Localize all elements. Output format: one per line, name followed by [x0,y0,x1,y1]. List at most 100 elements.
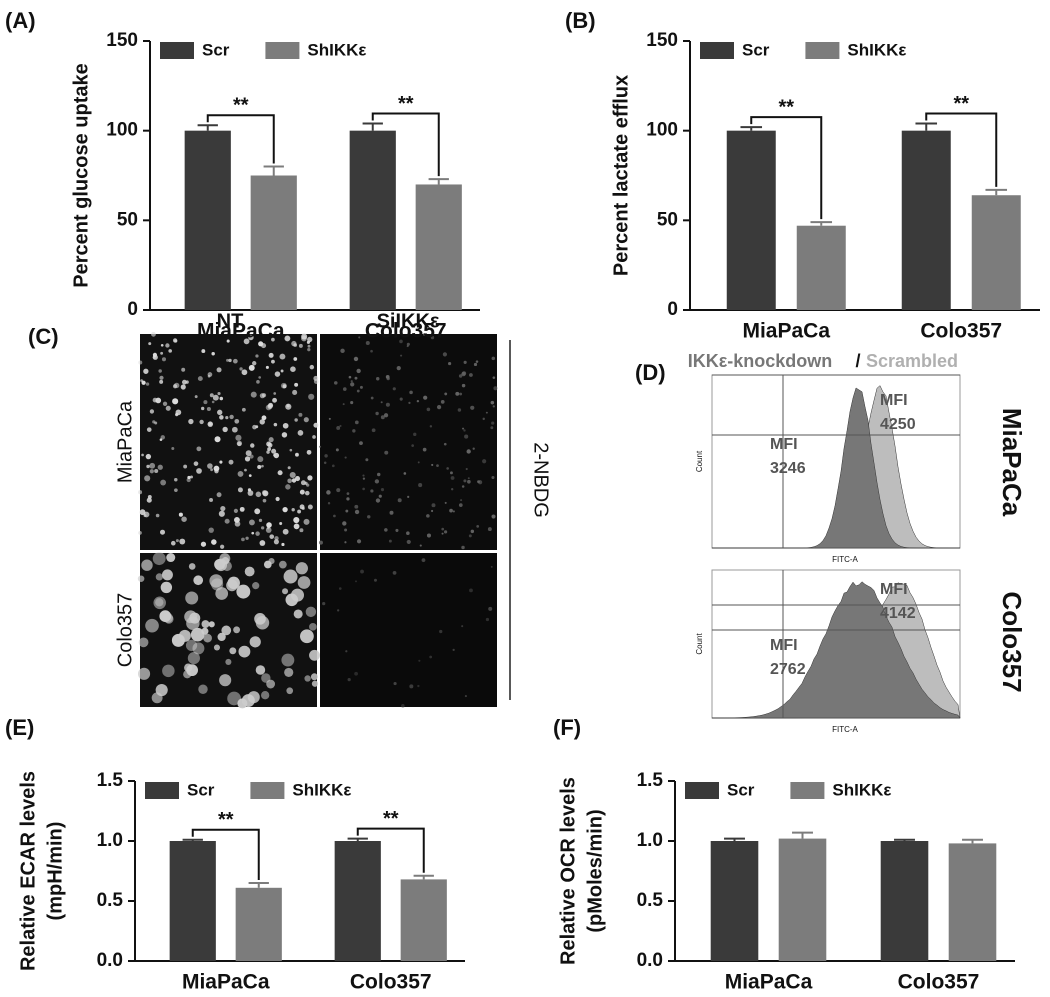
micrograph [140,334,317,550]
cell [271,337,275,342]
cell [457,408,462,412]
cell [373,578,377,582]
cell [476,525,480,528]
cell [278,560,287,569]
cell [461,545,465,550]
cell [377,472,381,477]
x-tick-label: MiaPaCa [725,971,813,992]
cell [354,509,360,515]
cell [277,470,283,476]
cell [188,563,196,570]
cell [185,591,199,605]
cell [491,356,496,361]
cell [268,352,274,358]
cell [298,412,303,417]
cell [256,380,260,384]
cell [291,478,297,483]
y-tick-label: 0.0 [637,950,663,971]
cell [289,471,296,479]
cell [224,518,230,524]
cell [459,392,463,396]
cell [304,481,308,485]
legend-entry: ShIKKε [847,40,906,59]
cell [439,629,443,634]
cell [255,665,266,675]
cell [274,536,279,541]
cell [146,464,150,469]
cell [350,380,353,383]
panel-label: (A) [5,8,36,33]
cell [172,398,179,405]
cell [431,503,436,508]
legend-entry: Scr [727,780,755,799]
cell [413,432,417,436]
cell [406,531,410,535]
cell [146,427,152,432]
cell [162,664,175,678]
cell [216,492,222,498]
cell [307,348,311,352]
cell [212,394,219,401]
cell [307,504,313,510]
cell [210,468,214,472]
cell [281,432,288,438]
cell [284,335,291,342]
cell [375,498,381,503]
cell [207,374,211,378]
cell [464,694,467,698]
cell [380,488,385,492]
significance-label: ** [218,809,234,831]
cell [137,667,151,680]
cell [388,539,392,543]
cell [147,494,152,499]
cell [203,633,212,643]
cell [393,681,397,686]
cell [175,409,182,416]
y-tick-label: 150 [106,30,138,51]
cell [138,637,149,648]
bar [971,195,1021,310]
cell [211,578,224,591]
cell [328,417,331,420]
flow-histograms: FITC-A Count MFI 4250 MFI 3246 FITC-A Count MFI 4… [695,374,961,734]
cell [335,448,339,452]
y-tick-label: 50 [117,209,138,230]
cell [162,569,173,581]
cell [141,380,146,385]
cell [429,655,433,659]
cell [295,453,299,457]
mfi-label: MFI [880,392,908,409]
cell [348,375,352,379]
cell [228,358,232,363]
cell [472,447,475,450]
histogram [712,387,960,549]
cell [347,677,351,682]
cell [340,348,345,354]
cell [241,537,245,542]
cell [419,544,422,547]
cell [146,497,152,503]
legend-swatch [700,42,734,59]
cell [362,474,365,477]
axis-label: FITC-A [832,725,858,734]
cell [185,639,198,652]
cell [206,407,211,412]
cell [266,450,270,454]
cell [452,648,455,652]
cell [322,601,326,606]
cell [354,420,359,425]
cell [174,478,178,482]
y-tick-label: 0.5 [97,890,124,911]
cell [294,476,301,482]
cell [160,343,164,347]
cell [250,443,255,448]
cell [344,456,347,459]
cell [237,487,243,493]
cell [458,374,463,378]
cell [279,522,283,526]
cell [431,463,434,467]
cell [183,464,188,469]
cell [244,456,251,462]
cell [155,573,163,581]
cell [254,612,266,625]
